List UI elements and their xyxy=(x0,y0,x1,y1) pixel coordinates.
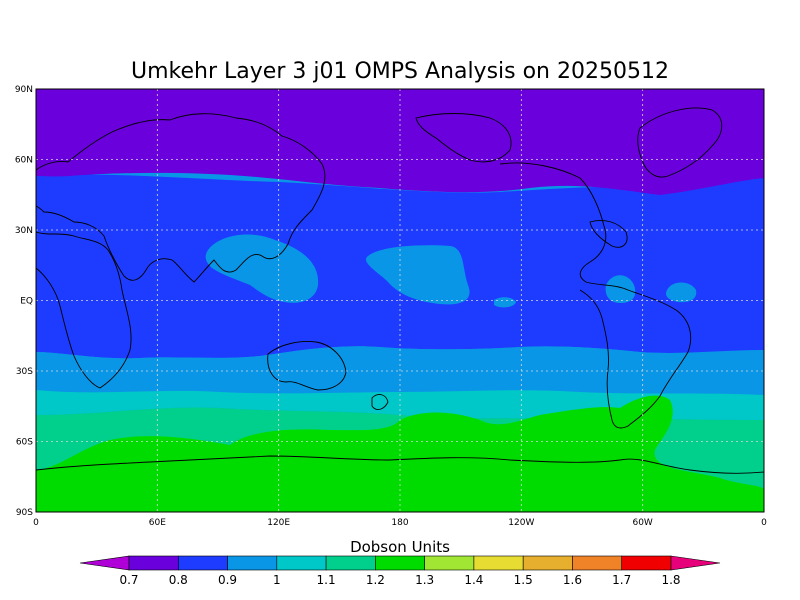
lon-tick-label: 0 xyxy=(761,518,767,528)
colorbar-swatch xyxy=(522,555,573,571)
colorbar-level-label: 1.2 xyxy=(366,573,385,587)
field-patch-tropics-3 xyxy=(494,297,516,308)
field-patch-tropics-5 xyxy=(666,282,697,303)
lon-tick-label: 120W xyxy=(508,518,534,528)
latitude-axis: 90N 60N 30N EQ 30S 60S 90S xyxy=(15,85,33,518)
colorbar-high-arrow xyxy=(670,555,721,571)
colorbar-level-label: 1.3 xyxy=(415,573,434,587)
lon-tick-label: 60W xyxy=(632,518,652,528)
longitude-axis: 0 60E 120E 180 120W 60W 0 xyxy=(33,518,767,528)
colorbar-swatch xyxy=(572,555,623,571)
colorbar-level-label: 1 xyxy=(273,573,281,587)
colorbar-level-label: 1.8 xyxy=(661,573,680,587)
lat-tick-label: 30N xyxy=(15,226,33,236)
colorbar-level-label: 0.9 xyxy=(218,573,237,587)
field-patch-tropics-4 xyxy=(605,275,636,303)
colorbar-swatch xyxy=(276,555,327,571)
field-patch-tropics-2 xyxy=(366,245,470,305)
colorbar-swatch xyxy=(177,555,228,571)
colorbar-level-label: 1.7 xyxy=(612,573,631,587)
colorbar-swatch xyxy=(375,555,425,571)
coastlines xyxy=(36,107,764,474)
colorbar-swatch xyxy=(621,555,672,571)
map-title: Umkehr Layer 3 j01 OMPS Analysis on 2025… xyxy=(131,59,669,84)
lon-tick-label: 60E xyxy=(149,518,166,528)
lat-tick-label: 60N xyxy=(15,156,33,166)
map-panel: 90N 60N 30N EQ 30S 60S 90S 0 60E 120E 180 120W 60W 0 xyxy=(15,85,767,528)
lon-tick-label: 180 xyxy=(391,518,408,528)
lon-tick-label: 0 xyxy=(33,518,39,528)
lat-tick-label: 90N xyxy=(15,85,33,95)
colorbar-swatch xyxy=(227,555,278,571)
colorbar: 0.7 0.8 0.9 1 1.1 1.2 1.3 1.4 1.5 1.6 1.7 1.8 xyxy=(79,555,721,587)
colorbar-level-label: 1.1 xyxy=(317,573,336,587)
field-band-0-7 xyxy=(36,89,764,195)
lat-tick-label: EQ xyxy=(20,297,33,307)
colorbar-swatch xyxy=(473,555,524,571)
colorbar-swatch xyxy=(325,555,376,571)
colorbar-level-label: 0.8 xyxy=(169,573,188,587)
colorbar-level-label: 1.5 xyxy=(514,573,533,587)
colorbar-units-label: Dobson Units xyxy=(350,538,450,556)
colorbar-level-label: 1.6 xyxy=(563,573,582,587)
colorbar-level-label: 1.4 xyxy=(464,573,483,587)
map-gridlines xyxy=(36,89,764,512)
lon-tick-label: 120E xyxy=(267,518,290,528)
field-patch-tropics-1 xyxy=(205,234,319,303)
field-band-1-2 xyxy=(36,395,764,512)
lat-tick-label: 60S xyxy=(16,438,33,448)
colorbar-level-label: 0.7 xyxy=(119,573,138,587)
lat-tick-label: 30S xyxy=(16,367,33,377)
colorbar-swatch xyxy=(424,555,475,571)
colorbar-low-arrow xyxy=(79,555,130,571)
colorbar-swatch xyxy=(128,555,179,571)
map-frame xyxy=(35,88,765,513)
lat-tick-label: 90S xyxy=(16,508,33,518)
